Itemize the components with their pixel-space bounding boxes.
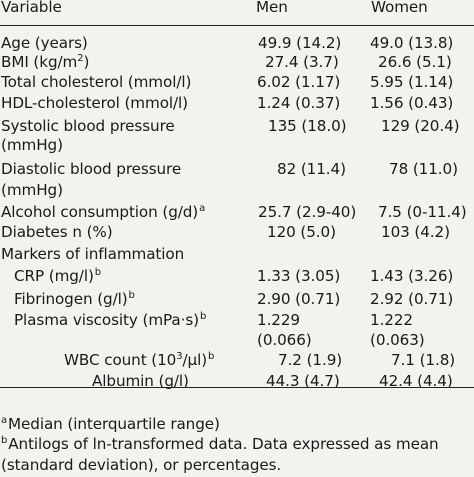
row-label: Systolic blood pressure xyxy=(1,117,175,135)
men-value: 82 (11.4) xyxy=(277,160,346,178)
footnote-b: bAntilogs of ln-transformed data. Data e… xyxy=(1,434,439,457)
men-value: 1.24 (0.37) xyxy=(257,94,341,112)
women-value: 49.0 (13.8) xyxy=(370,34,454,52)
men-value: 1.229 xyxy=(257,311,300,329)
footnote-b-continuation: (standard deviation), or percentages. xyxy=(1,455,281,475)
women-value: 129 (20.4) xyxy=(381,117,460,135)
row-label: Albumin (g/l) xyxy=(92,372,189,390)
men-value: 49.9 (14.2) xyxy=(258,34,342,52)
footnote-text: Median (interquartile range) xyxy=(8,415,220,433)
row-label: Fibrinogen (g/l)b xyxy=(14,290,135,308)
women-value: 26.6 (5.1) xyxy=(378,53,452,71)
header-variable: Variable xyxy=(1,0,62,16)
row-label: Total cholesterol (mmol/l) xyxy=(1,73,192,91)
row-label: CRP (mg/l)b xyxy=(14,267,102,285)
footnote-marker: a xyxy=(1,415,8,426)
footnote-text: (standard deviation), or percentages. xyxy=(1,456,282,474)
row-label: WBC count (103/µl)b xyxy=(64,351,215,369)
women-value-continuation: (0.063) xyxy=(370,331,425,349)
row-label: Age (years) xyxy=(1,34,88,52)
men-value: 7.2 (1.9) xyxy=(278,351,343,369)
footnote-marker: b xyxy=(1,435,8,446)
men-value: 27.4 (3.7) xyxy=(265,53,339,71)
header-women: Women xyxy=(371,0,428,16)
women-value: 7.1 (1.8) xyxy=(391,351,456,369)
row-label-continuation: (mmHg) xyxy=(1,136,63,154)
row-label: Diabetes n (%) xyxy=(1,223,113,241)
row-label: Alcohol consumption (g/d)a xyxy=(1,203,206,221)
women-value: 2.92 (0.71) xyxy=(370,290,454,308)
row-label: Diastolic blood pressure xyxy=(1,160,182,178)
men-value: 120 (5.0) xyxy=(267,223,336,241)
footnote-text: Antilogs of ln-transformed data. Data ex… xyxy=(8,435,439,453)
header-men: Men xyxy=(256,0,288,16)
men-value: 135 (18.0) xyxy=(268,117,347,135)
men-value: 6.02 (1.17) xyxy=(257,73,341,91)
men-value-continuation: (0.066) xyxy=(257,331,312,349)
men-value: 1.33 (3.05) xyxy=(257,267,341,285)
men-value: 44.3 (4.7) xyxy=(266,372,340,390)
section-heading: Markers of inflammation xyxy=(1,245,185,263)
women-value: 1.56 (0.43) xyxy=(370,94,454,112)
men-value: 25.7 (2.9-40) xyxy=(258,203,357,221)
women-value: 1.43 (3.26) xyxy=(370,267,454,285)
women-value: 42.4 (4.4) xyxy=(379,372,453,390)
table-bottom-rule xyxy=(0,387,474,388)
men-value: 2.90 (0.71) xyxy=(257,290,341,308)
row-label: Plasma viscosity (mPa·s)b xyxy=(14,311,207,329)
footnote-a: aMedian (interquartile range) xyxy=(1,414,220,437)
women-value: 78 (11.0) xyxy=(389,160,458,178)
women-value: 1.222 xyxy=(370,311,413,329)
row-label: HDL-cholesterol (mmol/l) xyxy=(1,94,188,112)
row-label-continuation: (mmHg) xyxy=(1,181,63,199)
table-header: Variable Men Women xyxy=(0,0,474,26)
women-value: 7.5 (0-11.4) xyxy=(378,203,467,221)
row-label: BMI (kg/m2) xyxy=(1,53,90,71)
women-value: 5.95 (1.14) xyxy=(370,73,454,91)
women-value: 103 (4.2) xyxy=(381,223,450,241)
